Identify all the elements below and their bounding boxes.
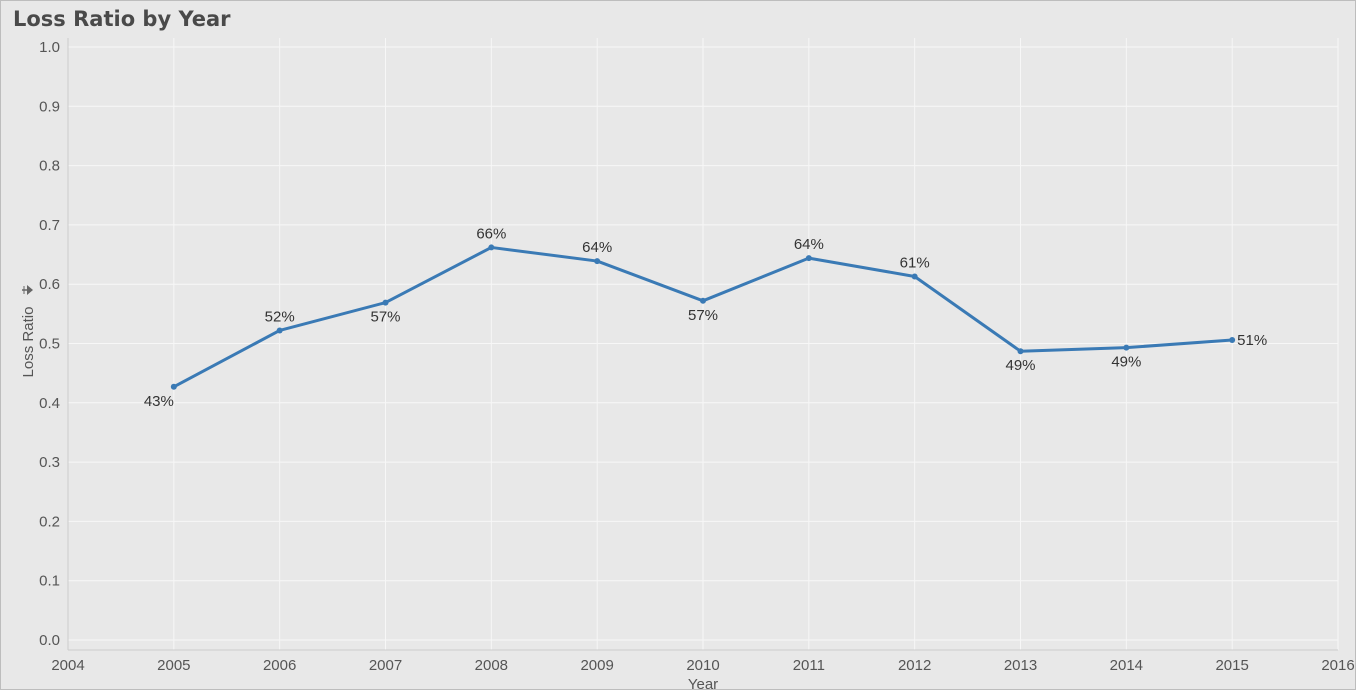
sort-descending-icon[interactable] bbox=[22, 285, 33, 295]
data-point[interactable] bbox=[912, 273, 918, 279]
data-label: 61% bbox=[900, 254, 930, 271]
data-point[interactable] bbox=[277, 327, 283, 333]
data-point[interactable] bbox=[700, 298, 706, 304]
x-tick-label: 2014 bbox=[1110, 657, 1143, 674]
data-point[interactable] bbox=[171, 384, 177, 390]
x-tick-label: 2012 bbox=[898, 657, 931, 674]
y-tick-label: 0.0 bbox=[39, 632, 60, 649]
data-label: 57% bbox=[370, 309, 400, 326]
y-tick-label: 1.0 bbox=[39, 39, 60, 56]
x-tick-label: 2015 bbox=[1215, 657, 1248, 674]
x-axis-label: Year bbox=[688, 676, 718, 690]
y-tick-label: 0.1 bbox=[39, 573, 60, 590]
x-tick-label: 2006 bbox=[263, 657, 296, 674]
data-point[interactable] bbox=[1123, 345, 1129, 351]
x-tick-label: 2008 bbox=[475, 657, 508, 674]
data-point[interactable] bbox=[1018, 348, 1024, 354]
data-point[interactable] bbox=[1229, 337, 1235, 343]
data-label: 43% bbox=[144, 393, 174, 410]
data-point[interactable] bbox=[488, 244, 494, 250]
x-tick-label: 2010 bbox=[686, 657, 719, 674]
data-label: 66% bbox=[476, 225, 506, 242]
data-label: 57% bbox=[688, 307, 718, 324]
y-tick-label: 0.2 bbox=[39, 513, 60, 530]
y-tick-label: 0.3 bbox=[39, 454, 60, 471]
y-tick-label: 0.5 bbox=[39, 336, 60, 353]
x-tick-label: 2009 bbox=[580, 657, 613, 674]
y-axis-title: Loss Ratio bbox=[20, 285, 37, 377]
x-tick-label: 2005 bbox=[157, 657, 190, 674]
data-label: 52% bbox=[265, 308, 295, 325]
x-tick-label: 2013 bbox=[1004, 657, 1037, 674]
x-tick-label: 2011 bbox=[793, 657, 825, 674]
x-tick-label: 2016 bbox=[1321, 657, 1354, 674]
data-label: 51% bbox=[1237, 332, 1267, 349]
y-axis-label: Loss Ratio bbox=[20, 307, 37, 378]
y-tick-label: 0.9 bbox=[39, 98, 60, 115]
data-label: 64% bbox=[794, 236, 824, 253]
data-label: 49% bbox=[1111, 354, 1141, 371]
y-tick-label: 0.7 bbox=[39, 217, 60, 234]
y-tick-label: 0.4 bbox=[39, 395, 60, 412]
data-point[interactable] bbox=[806, 255, 812, 261]
data-label: 49% bbox=[1005, 357, 1035, 374]
data-label: 64% bbox=[582, 239, 612, 256]
x-tick-label: 2004 bbox=[51, 657, 84, 674]
y-tick-label: 0.6 bbox=[39, 276, 60, 293]
y-tick-label: 0.8 bbox=[39, 158, 60, 175]
data-point[interactable] bbox=[383, 300, 389, 306]
x-tick-label: 2007 bbox=[369, 657, 402, 674]
data-point[interactable] bbox=[594, 258, 600, 264]
